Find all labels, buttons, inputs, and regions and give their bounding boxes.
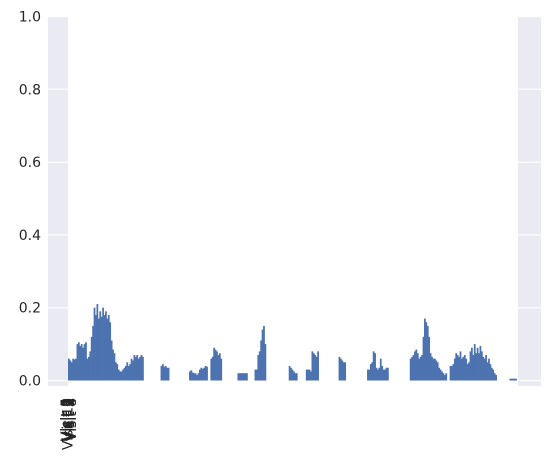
bar: [495, 375, 497, 380]
bar: [445, 373, 447, 380]
axes-background-right: [518, 16, 541, 386]
bar: [317, 351, 319, 380]
x-axis-ticks: Visit 1Visit 2Visit 3Visit 4Visit 5Visit…: [59, 398, 80, 450]
bar: [168, 368, 170, 381]
right-axes-band: [518, 16, 541, 386]
left-axes-band: [48, 16, 68, 386]
y-tick-label: 0.4: [19, 228, 41, 244]
bar: [220, 359, 222, 381]
y-gridlines: [48, 17, 541, 381]
y-tick-label: 0.2: [19, 301, 41, 317]
y-tick-label: 0.8: [19, 82, 41, 98]
x-tick-label: Visit 10: [61, 398, 77, 450]
bar: [206, 367, 208, 381]
y-tick-label: 0.0: [19, 374, 41, 390]
bar: [296, 373, 298, 380]
y-tick-label: 1.0: [19, 10, 41, 26]
bar: [265, 344, 267, 380]
bar: [142, 357, 144, 381]
bar: [515, 379, 517, 381]
bar: [344, 362, 346, 380]
bar-series: [68, 304, 517, 380]
bar: [387, 368, 389, 381]
axes-background-left: [48, 16, 68, 386]
y-tick-label: 0.6: [19, 155, 41, 171]
y-axis-ticks: 0.0 0.2 0.4 0.6 0.8 1.0: [19, 10, 41, 390]
bar: [246, 373, 248, 380]
